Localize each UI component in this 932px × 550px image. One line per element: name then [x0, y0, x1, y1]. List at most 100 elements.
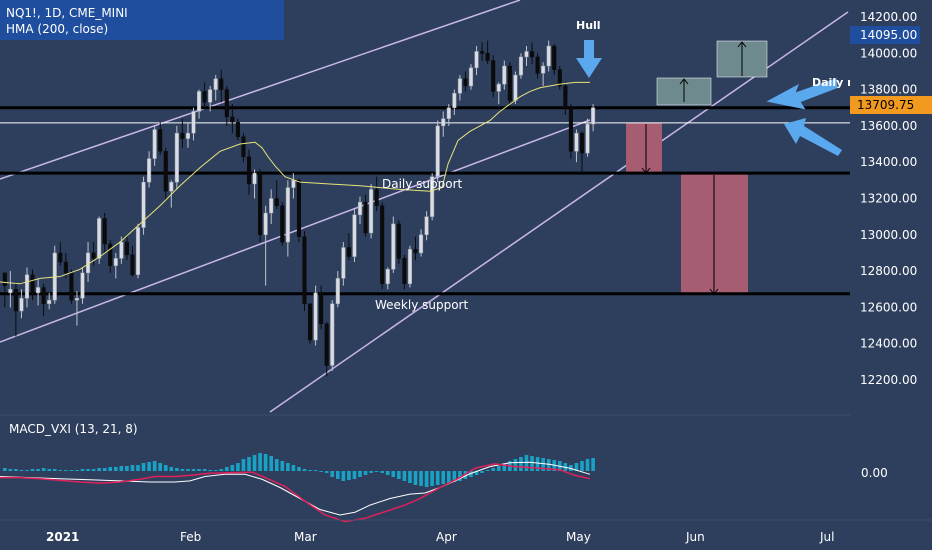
macd-hist-bar — [175, 468, 179, 471]
candle-body — [197, 91, 202, 112]
macd-hist-bar — [263, 454, 268, 471]
candle-down — [402, 254, 407, 290]
candle-down — [224, 85, 229, 126]
candle-up — [141, 176, 146, 235]
symbol-line[interactable]: NQ1!, 1D, CME_MINI — [6, 6, 128, 20]
macd-hist-bar — [352, 471, 357, 479]
macd-hist-bar — [114, 467, 118, 471]
macd-hist-bar — [152, 461, 157, 471]
candle-body — [457, 78, 462, 94]
arrow-daily — [766, 78, 838, 110]
macd-hist-bar — [163, 465, 168, 471]
candle-body — [97, 218, 102, 259]
x-tick-label: Feb — [180, 530, 201, 544]
macd-hist-bar — [19, 470, 24, 471]
x-tick-label: May — [566, 530, 591, 544]
candle-body — [36, 287, 41, 294]
macd-hist-bar — [8, 469, 13, 471]
candle-up — [86, 242, 91, 282]
macd-hist-bar — [385, 471, 390, 475]
macd-hist-bar — [546, 459, 551, 471]
candle-body — [13, 289, 18, 312]
candle-down — [552, 44, 557, 76]
macd-hist-bar — [402, 471, 407, 481]
candle-body — [402, 258, 407, 285]
candle-body — [91, 252, 96, 259]
macd-hist-bar — [219, 469, 224, 471]
macd-hist-bar — [441, 471, 446, 484]
candle-body — [574, 132, 579, 152]
candle-up — [407, 245, 412, 288]
candle-body — [141, 181, 146, 228]
macd-hist-bar — [47, 469, 51, 471]
candle-body — [319, 292, 324, 324]
macd-hist-bar — [413, 471, 418, 485]
macd-hist-bar — [302, 469, 307, 471]
candle-down — [2, 272, 7, 308]
candle-down — [485, 40, 490, 65]
candle-down — [241, 133, 246, 163]
candle-body — [246, 156, 252, 185]
candle-up — [341, 242, 346, 286]
candle-body — [202, 91, 207, 103]
candle-down — [69, 269, 74, 304]
macd-hist-bar — [374, 471, 379, 472]
candle-body — [557, 69, 562, 87]
macd-hist-bar — [574, 463, 579, 471]
candle-body — [230, 116, 235, 123]
macd-hist-bar — [496, 466, 501, 471]
candle-up — [496, 82, 501, 105]
macd-hist-bar — [180, 469, 185, 471]
candle-body — [552, 45, 557, 70]
candle-down — [280, 202, 285, 246]
candle-down — [463, 71, 468, 92]
macd-hist-bar — [535, 457, 540, 471]
y-tick-label: 12200.00 — [860, 373, 917, 387]
macd-hist-bar — [424, 471, 429, 487]
channel-mid-line — [0, 119, 591, 343]
candle-down — [246, 149, 252, 195]
candle-body — [452, 92, 457, 109]
candle-body — [80, 272, 85, 299]
candle-body — [496, 83, 501, 92]
indicator-line[interactable]: HMA (200, close) — [6, 22, 109, 36]
candle-body — [380, 205, 385, 285]
macd-hist-bar — [158, 463, 162, 471]
candle-body — [8, 289, 13, 294]
candle-up — [385, 267, 390, 290]
macd-hist-bar — [213, 470, 218, 471]
candle-body — [341, 247, 346, 279]
candle-body — [541, 65, 546, 74]
candle-up — [391, 216, 396, 273]
candle-down — [163, 147, 168, 201]
candle-body — [563, 85, 568, 109]
candle-body — [235, 122, 240, 138]
macd-hist-bar — [36, 469, 40, 471]
loss-box-1 — [626, 123, 662, 173]
candle-up — [36, 278, 41, 306]
macd-hist-bar — [191, 469, 196, 471]
weekly-support-label: Weekly support — [375, 298, 468, 312]
candle-body — [374, 189, 379, 207]
macd-hist-bar — [341, 471, 346, 481]
candle-body — [285, 187, 290, 243]
candle-down — [535, 53, 540, 79]
candle-body — [63, 261, 68, 274]
candle-body — [413, 249, 418, 254]
candle-down — [296, 178, 301, 243]
macd-hist-bar — [502, 464, 507, 471]
macd-hist-bar — [86, 469, 90, 471]
y-tick-label: 13800.00 — [860, 83, 917, 97]
candle-body — [585, 123, 590, 154]
candle-body — [502, 65, 507, 85]
y-tick-label: 12400.00 — [860, 337, 917, 351]
macd-hist-bar — [313, 470, 318, 471]
macd-label[interactable]: MACD_VXI (13, 21, 8) — [9, 422, 138, 436]
candle-down — [230, 104, 235, 134]
candle-body — [568, 107, 573, 152]
candle-up — [524, 46, 529, 67]
y-axis-ticks: 14200.00 14000.00 13800.00 13600.00 13400.00… — [860, 10, 917, 387]
candle-body — [441, 118, 446, 127]
candle-body — [369, 189, 374, 234]
